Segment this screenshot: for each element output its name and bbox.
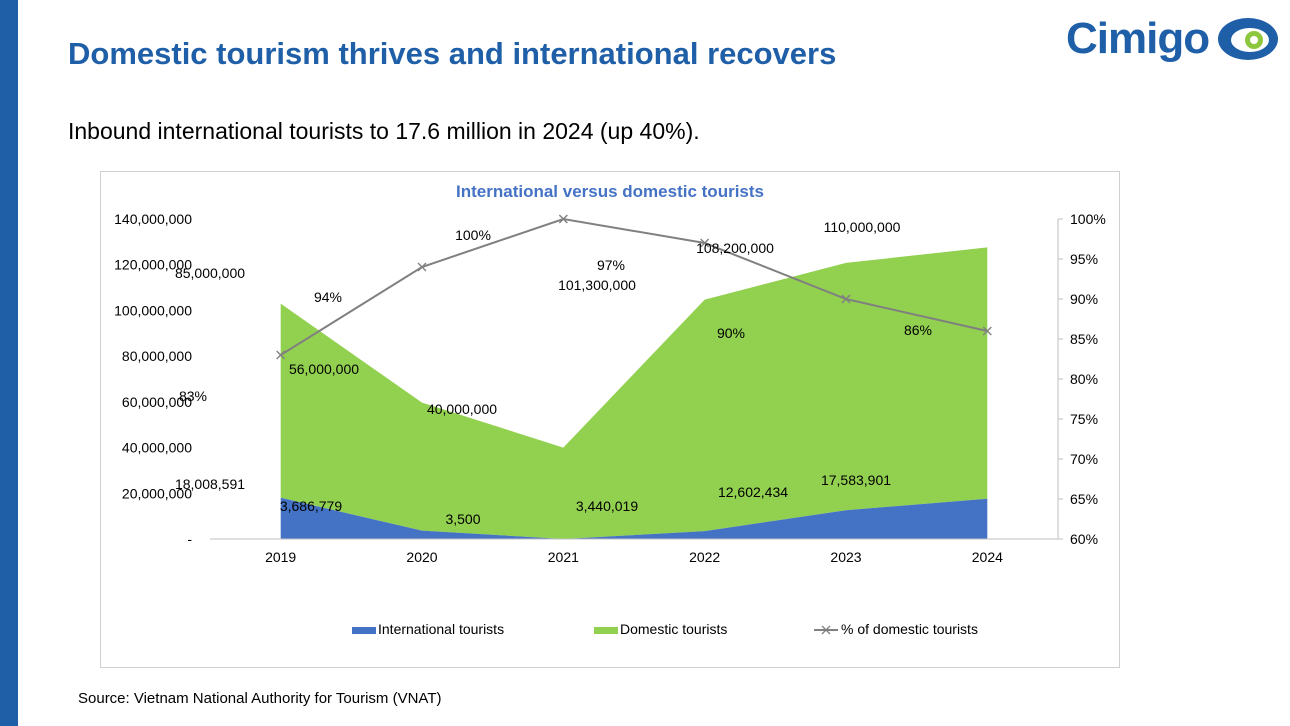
legend-label-domestic: Domestic tourists (620, 621, 727, 637)
y-left-tick-label: 80,000,000 (122, 348, 192, 364)
pct-marker (841, 294, 851, 304)
pct-data-label: 83% (179, 388, 207, 404)
pct-data-label: 97% (597, 257, 625, 273)
x-tick-label: 2023 (830, 549, 861, 565)
x-tick-label: 2021 (548, 549, 579, 565)
pct-data-label: 86% (904, 322, 932, 338)
y-right-tick-label: 90% (1070, 291, 1098, 307)
y-right-tick-label: 80% (1070, 371, 1098, 387)
legend-label-international: International tourists (378, 621, 504, 637)
y-right-tick-label: 85% (1070, 331, 1098, 347)
chart-title: International versus domestic tourists (456, 182, 764, 201)
pct-marker (982, 326, 992, 336)
legend-label-pct: % of domestic tourists (841, 621, 978, 637)
y-right-tick-label: 100% (1070, 211, 1106, 227)
domestic-data-label: 56,000,000 (289, 361, 359, 377)
legend-swatch-international (352, 627, 376, 634)
y-left-tick-label: 100,000,000 (114, 302, 192, 318)
y-left-tick-label: 60,000,000 (122, 394, 192, 410)
international-tourists-area (280, 497, 988, 539)
y-left-tick-label: 120,000,000 (114, 257, 192, 273)
cimigo-logo: Cimigo (1066, 10, 1280, 66)
domestic-data-label: 101,300,000 (558, 277, 636, 293)
y-right-tick-label: 70% (1070, 451, 1098, 467)
y-left-tick-label: 40,000,000 (122, 440, 192, 456)
domestic-data-label: 108,200,000 (696, 240, 774, 256)
international-data-label: 3,686,779 (280, 498, 342, 514)
slide-accent-bar (0, 0, 18, 726)
chart-frame (100, 171, 1120, 668)
x-tick-label: 2024 (972, 549, 1003, 565)
y-left-tick-label: 140,000,000 (114, 211, 192, 227)
pct-marker (417, 262, 427, 272)
domestic-tourists-area (280, 247, 988, 539)
domestic-data-label: 40,000,000 (427, 401, 497, 417)
international-data-label: 17,583,901 (821, 472, 891, 488)
y-right-tick-label: 60% (1070, 531, 1098, 547)
international-data-label: 18,008,591 (175, 476, 245, 492)
slide-title: Domestic tourism thrives and internation… (68, 36, 837, 71)
international-data-label: 3,500 (445, 511, 480, 527)
domestic-data-label: 85,000,000 (175, 265, 245, 281)
pct-marker (700, 238, 710, 248)
tourism-chart: International versus domestic tourists - 2… (114, 182, 1106, 637)
legend-swatch-domestic (594, 627, 618, 634)
y-left-tick-label: 20,000,000 (122, 485, 192, 501)
domestic-data-label: 110,000,000 (824, 219, 901, 235)
source-note: Source: Vietnam National Authority for T… (78, 690, 442, 707)
pct-data-label: 90% (717, 325, 745, 341)
y-left-tick-label: - (187, 531, 192, 547)
pct-marker (276, 350, 286, 360)
international-data-label: 3,440,019 (576, 498, 638, 514)
y-right-tick-label: 95% (1070, 251, 1098, 267)
slide-subtitle: Inbound international tourists to 17.6 m… (68, 118, 700, 144)
logo-text: Cimigo (1066, 14, 1210, 63)
pct-domestic-line (280, 217, 988, 356)
legend-swatch-pct-marker (821, 625, 831, 635)
pct-data-label: 100% (455, 227, 491, 243)
eye-logo-icon (1218, 18, 1278, 60)
y-right-tick-label: 75% (1070, 411, 1098, 427)
x-tick-label: 2019 (265, 549, 296, 565)
pct-marker (558, 214, 568, 224)
x-tick-label: 2022 (689, 549, 720, 565)
y-right-tick-label: 65% (1070, 491, 1098, 507)
pct-data-label: 94% (314, 289, 342, 305)
x-tick-label: 2020 (406, 549, 437, 565)
international-data-label: 12,602,434 (718, 484, 788, 500)
